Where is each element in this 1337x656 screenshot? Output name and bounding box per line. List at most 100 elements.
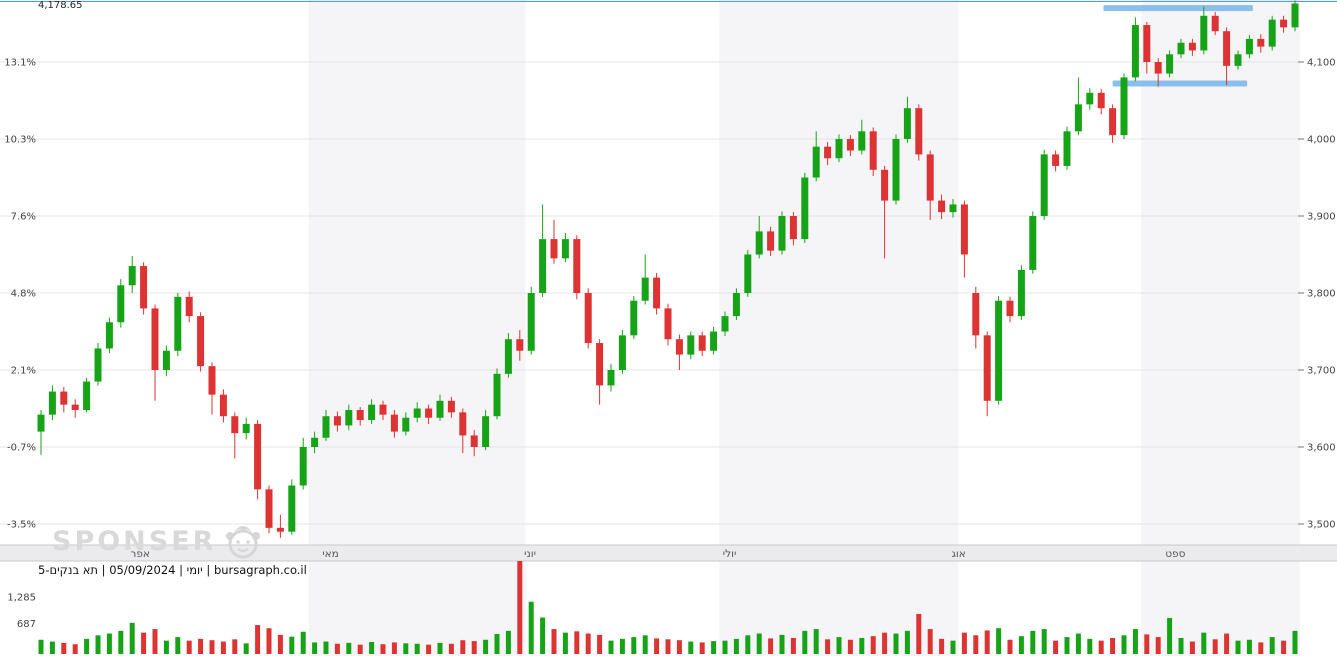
candle-body: [1280, 19, 1288, 28]
volume-bar: [654, 638, 660, 654]
candle-body: [219, 394, 227, 417]
volume-bar: [790, 637, 796, 654]
volume-bar: [1030, 630, 1036, 654]
volume-bar: [904, 630, 910, 654]
volume-bar: [540, 617, 546, 654]
candle-body: [744, 254, 752, 293]
candle-body: [721, 316, 729, 332]
candle-body: [299, 447, 307, 486]
volume-bar: [551, 629, 557, 654]
sponser-watermark: SPONSER: [52, 522, 264, 560]
volume-bar: [1098, 640, 1104, 654]
volume-bar: [859, 637, 865, 654]
candle-body: [1291, 3, 1299, 28]
candle-body: [1211, 15, 1219, 32]
volume-bar: [1007, 639, 1013, 654]
volume-bar: [939, 638, 945, 654]
candle-body: [1074, 104, 1082, 132]
candle-body: [1245, 38, 1253, 55]
volume-bar: [175, 637, 181, 654]
candle-body: [117, 285, 125, 323]
price-axis-label: 3,800: [1307, 289, 1336, 300]
volume-bar: [1110, 637, 1116, 654]
volume-bar: [1041, 629, 1047, 654]
volume-bar: [870, 636, 876, 654]
price-axis-label: 3,500: [1307, 520, 1336, 531]
price-axis-label: 3,900: [1307, 212, 1336, 223]
volume-bar: [779, 634, 785, 654]
candle-body: [265, 489, 273, 528]
volume-bar: [152, 629, 158, 654]
candle-body: [561, 239, 569, 259]
candle-body: [402, 417, 410, 432]
candle-body: [151, 308, 159, 370]
month-label: ספט: [1165, 548, 1185, 560]
candle-body: [94, 348, 102, 382]
volume-bar: [300, 631, 306, 654]
month-label: יולי: [723, 548, 737, 560]
candle-body: [447, 400, 455, 413]
candle-body: [1234, 54, 1242, 66]
candle-body: [83, 381, 91, 411]
volume-bar: [414, 643, 420, 654]
volume-bar: [403, 643, 409, 654]
candle-body: [710, 331, 718, 351]
volume-bar: [323, 641, 329, 654]
candle-body: [1109, 108, 1117, 136]
price-axis-label: 4,100: [1307, 58, 1336, 69]
volume-bar: [61, 642, 67, 654]
candle-body: [288, 485, 296, 532]
volume-bar: [1292, 630, 1298, 654]
candle-body: [356, 410, 364, 421]
volume-bar: [711, 641, 717, 654]
candle-body: [755, 231, 763, 255]
volume-bar: [847, 639, 853, 654]
volume-bar: [1224, 633, 1230, 654]
candle-body: [824, 146, 832, 159]
candle-body: [1200, 15, 1208, 51]
pct-axis-label: 2.1%: [11, 366, 36, 377]
candle-body: [1052, 154, 1060, 166]
sponser-logo-icon: [226, 526, 261, 559]
candle-body: [1177, 42, 1185, 55]
candle-body: [345, 410, 353, 426]
volume-bar: [1167, 617, 1173, 654]
candle-body: [539, 239, 547, 293]
candle-body: [881, 169, 889, 201]
volume-bar: [391, 642, 397, 654]
volume-bar: [448, 643, 454, 654]
month-label: יוני: [524, 548, 536, 560]
price-axis-label: 3,700: [1307, 366, 1336, 377]
volume-bar: [745, 635, 751, 654]
volume-bar: [369, 641, 375, 654]
volume-bar: [916, 613, 922, 654]
volume-bar: [38, 639, 44, 654]
candle-body: [322, 416, 330, 438]
candle-body: [1040, 154, 1048, 216]
candle-body: [584, 293, 592, 344]
candle-body: [653, 277, 661, 309]
volume-bar: [1235, 640, 1241, 654]
candle-body: [1131, 25, 1139, 78]
volume-bar: [1178, 637, 1184, 654]
volume-bar: [255, 625, 261, 654]
candle-body: [960, 204, 968, 255]
volume-bar: [1087, 638, 1093, 654]
candle-body: [242, 423, 250, 434]
month-label: מאי: [322, 548, 339, 560]
volume-bar: [312, 642, 318, 654]
candle-body: [869, 131, 877, 170]
volume-bar: [1132, 629, 1138, 654]
volume-bar: [186, 640, 192, 654]
volume-bar: [72, 644, 78, 654]
candle-body: [618, 335, 626, 370]
candle-body: [368, 404, 376, 421]
candle-body: [1143, 25, 1151, 62]
volume-bar: [357, 644, 363, 654]
candle-body: [630, 300, 638, 336]
candle-body: [425, 408, 433, 418]
candle-body: [675, 339, 683, 355]
volume-bar: [825, 639, 831, 654]
